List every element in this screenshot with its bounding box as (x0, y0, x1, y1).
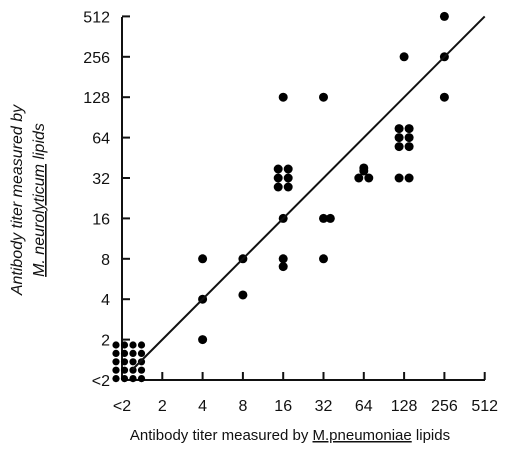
x-axis-label-organism: M.pneumoniae (313, 427, 412, 444)
data-point (273, 182, 283, 192)
data-point (273, 164, 283, 174)
data-point (404, 133, 414, 143)
y-tick-label: 32 (92, 171, 110, 188)
y-tick-label: 16 (92, 211, 110, 228)
x-tick-label: 8 (238, 398, 247, 415)
data-point (439, 92, 449, 102)
data-point (112, 358, 120, 366)
data-point (129, 341, 137, 349)
y-axis-label-organism: M. neurolyticum (31, 164, 48, 277)
x-tick-label: 2 (158, 398, 167, 415)
y-axis-label-line-2: M. neurolyticum lipids (31, 123, 48, 277)
data-point (404, 124, 414, 134)
y-tick-label: 8 (101, 252, 110, 269)
y-axis-label: Antibody titer measured by (9, 104, 26, 296)
data-point (198, 254, 208, 264)
data-point (278, 254, 288, 264)
data-point (319, 92, 328, 102)
x-tick-label: 4 (198, 398, 207, 415)
data-point (354, 173, 364, 183)
x-tick-label: 256 (431, 398, 458, 415)
data-point (129, 375, 137, 383)
data-point (273, 173, 283, 183)
data-point (283, 164, 293, 174)
x-ticks: <2 2 4 8 16 32 64 128 256 512 (113, 372, 498, 415)
data-point (129, 358, 137, 366)
y-tick-label: 128 (83, 90, 110, 107)
data-point (120, 375, 129, 383)
data-point (399, 52, 409, 62)
data-point (112, 349, 120, 357)
data-point (137, 349, 146, 357)
data-point (120, 358, 129, 366)
x-axis-label-part-3: lipids (412, 427, 450, 444)
data-point (359, 163, 369, 173)
data-points (112, 11, 449, 383)
y-tick-label: 4 (101, 292, 110, 309)
x-axis-label-part-1: Antibody titer measured by (130, 427, 313, 444)
data-point (394, 142, 404, 152)
data-point (238, 290, 248, 300)
data-point (129, 349, 137, 357)
data-point (120, 366, 129, 374)
y-tick-label: 256 (83, 50, 110, 67)
data-point (404, 142, 414, 152)
x-tick-label: 16 (274, 398, 292, 415)
data-point (120, 341, 129, 349)
data-point (394, 133, 404, 143)
x-tick-label: <2 (113, 398, 131, 415)
data-point (112, 375, 120, 383)
data-point (278, 92, 288, 102)
data-point (394, 173, 404, 183)
data-point (137, 375, 146, 383)
data-point (404, 173, 414, 183)
data-point (198, 335, 208, 345)
data-point (364, 173, 374, 183)
data-point (112, 341, 120, 349)
data-point (394, 124, 404, 134)
data-point (439, 11, 449, 21)
data-point (112, 366, 120, 374)
data-point (120, 349, 129, 357)
y-axis-label-line-1: Antibody titer measured by (9, 104, 26, 296)
data-point (283, 173, 293, 183)
y-tick-label: 2 (101, 333, 110, 350)
x-tick-label: 128 (391, 398, 418, 415)
data-point (319, 213, 328, 223)
data-point (137, 341, 146, 349)
y-tick-label: 64 (92, 131, 110, 148)
axes (121, 17, 485, 381)
x-tick-label: 512 (471, 398, 498, 415)
x-tick-label: 64 (355, 398, 373, 415)
y-tick-label: <2 (92, 373, 110, 390)
y-axis-label-2: M. neurolyticum lipids (31, 123, 48, 277)
x-axis-label: Antibody titer measured by M.pneumoniae … (130, 427, 450, 444)
data-point (325, 213, 335, 223)
x-tick-label: 32 (315, 398, 333, 415)
regression-line (131, 15, 486, 371)
y-axis-label-lipids: lipids (31, 123, 48, 164)
data-point (319, 254, 328, 264)
data-point (137, 366, 146, 374)
y-tick-label: 512 (83, 9, 110, 26)
data-point (283, 182, 293, 192)
data-point (278, 262, 288, 272)
y-ticks: <2 2 4 8 16 32 64 128 256 512 (83, 9, 130, 390)
